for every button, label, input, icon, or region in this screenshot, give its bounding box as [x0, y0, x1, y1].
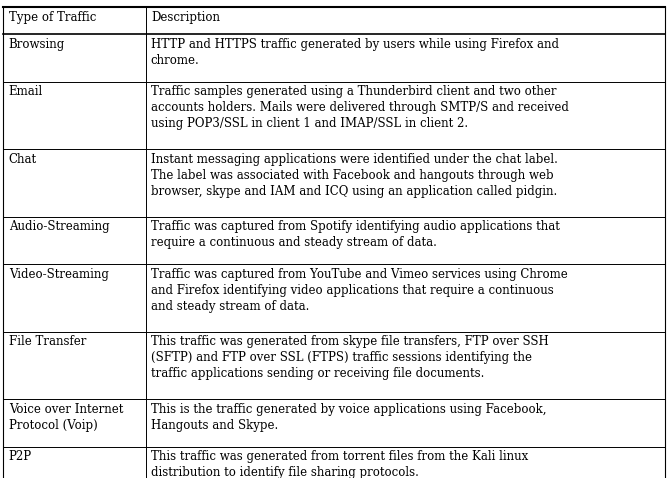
Text: Description: Description [151, 11, 220, 24]
Text: HTTP and HTTPS traffic generated by users while using Firefox and
chrome.: HTTP and HTTPS traffic generated by user… [151, 38, 559, 67]
Text: File Transfer: File Transfer [9, 335, 86, 348]
Text: Chat: Chat [9, 153, 37, 166]
Text: This is the traffic generated by voice applications using Facebook,
Hangouts and: This is the traffic generated by voice a… [151, 403, 546, 432]
Text: P2P: P2P [9, 450, 32, 463]
Text: Type of Traffic: Type of Traffic [9, 11, 96, 24]
Text: This traffic was generated from torrent files from the Kali linux
distribution t: This traffic was generated from torrent … [151, 450, 528, 478]
Text: Instant messaging applications were identified under the chat label.
The label w: Instant messaging applications were iden… [151, 153, 558, 198]
Text: Traffic samples generated using a Thunderbird client and two other
accounts hold: Traffic samples generated using a Thunde… [151, 85, 568, 130]
Text: Audio-Streaming: Audio-Streaming [9, 220, 110, 233]
Text: This traffic was generated from skype file transfers, FTP over SSH
(SFTP) and FT: This traffic was generated from skype fi… [151, 335, 548, 380]
Text: Video-Streaming: Video-Streaming [9, 268, 109, 281]
Text: Traffic was captured from YouTube and Vimeo services using Chrome
and Firefox id: Traffic was captured from YouTube and Vi… [151, 268, 568, 313]
Text: Traffic was captured from Spotify identifying audio applications that
require a : Traffic was captured from Spotify identi… [151, 220, 560, 250]
Text: Email: Email [9, 85, 43, 98]
Text: Browsing: Browsing [9, 38, 65, 51]
Text: Voice over Internet
Protocol (Voip): Voice over Internet Protocol (Voip) [9, 403, 123, 432]
